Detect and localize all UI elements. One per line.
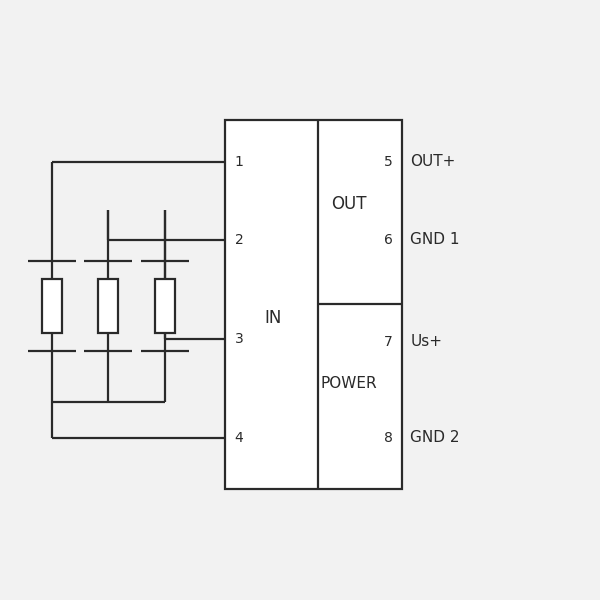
Text: 4: 4 — [235, 431, 244, 445]
Text: IN: IN — [265, 309, 281, 327]
Text: 5: 5 — [383, 155, 392, 169]
Text: 8: 8 — [383, 431, 392, 445]
Bar — [42, 279, 62, 333]
Text: GND 1: GND 1 — [410, 232, 460, 247]
Text: 1: 1 — [235, 155, 244, 169]
Text: POWER: POWER — [321, 377, 377, 391]
Text: OUT: OUT — [331, 195, 367, 213]
Text: 3: 3 — [235, 332, 244, 346]
Text: OUT+: OUT+ — [410, 154, 456, 169]
Text: 2: 2 — [235, 233, 244, 247]
Bar — [155, 279, 175, 333]
Text: 6: 6 — [383, 233, 392, 247]
Text: 7: 7 — [383, 335, 392, 349]
Bar — [98, 279, 118, 333]
Text: GND 2: GND 2 — [410, 431, 460, 445]
Bar — [225, 120, 402, 489]
Text: Us+: Us+ — [410, 335, 442, 349]
